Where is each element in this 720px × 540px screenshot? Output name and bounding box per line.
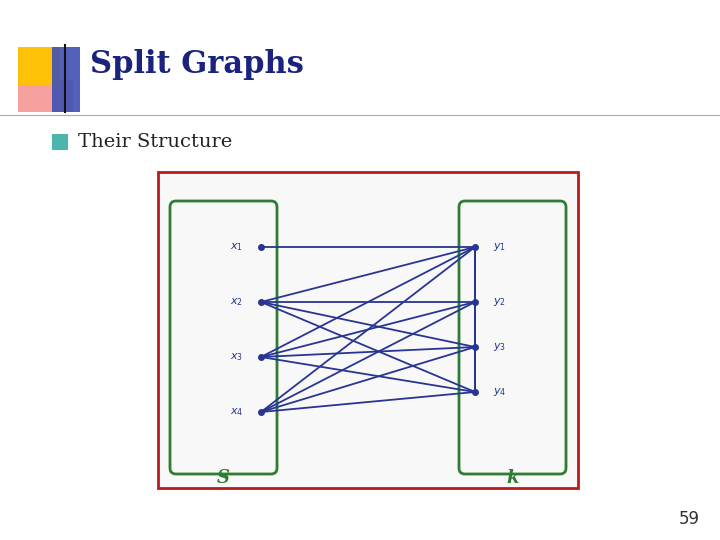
Text: 59: 59 (679, 510, 700, 528)
Text: Their Structure: Their Structure (78, 133, 233, 151)
Text: $x_2$: $x_2$ (230, 296, 243, 308)
Text: $x_3$: $x_3$ (230, 351, 243, 363)
Text: $y_4$: $y_4$ (493, 386, 506, 398)
Text: k: k (506, 469, 518, 487)
FancyBboxPatch shape (52, 134, 68, 150)
FancyBboxPatch shape (18, 47, 60, 85)
Text: $y_2$: $y_2$ (493, 296, 506, 308)
Text: $x_4$: $x_4$ (230, 406, 243, 418)
FancyBboxPatch shape (52, 47, 80, 112)
FancyBboxPatch shape (158, 172, 578, 488)
Text: $y_3$: $y_3$ (493, 341, 506, 353)
Text: Split Graphs: Split Graphs (90, 49, 304, 79)
FancyBboxPatch shape (18, 80, 73, 112)
Text: S: S (217, 469, 230, 487)
Text: $y_1$: $y_1$ (493, 241, 506, 253)
Text: $x_1$: $x_1$ (230, 241, 243, 253)
